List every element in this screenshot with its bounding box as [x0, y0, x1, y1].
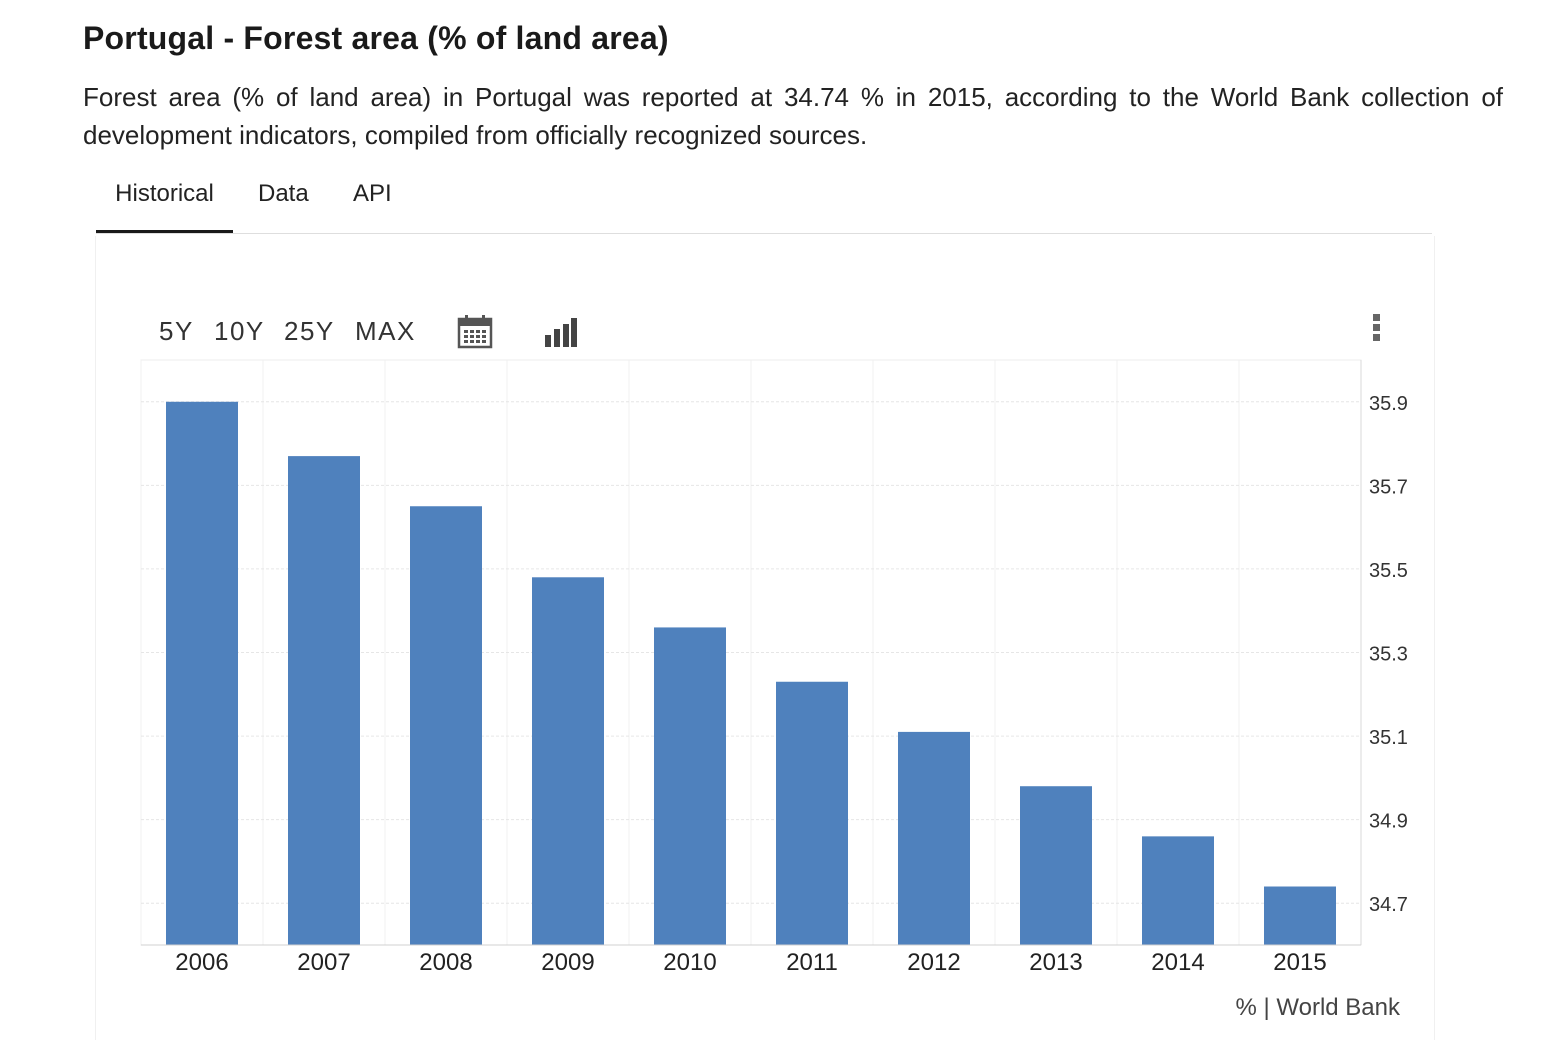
calendar-icon[interactable] — [457, 314, 493, 350]
tab-api[interactable]: API — [353, 180, 392, 207]
y-tick-label: 35.3 — [1369, 644, 1408, 666]
chart-panel — [95, 236, 1435, 1040]
x-tick-label: 2011 — [786, 949, 838, 976]
source-label: % | World Bank — [1235, 994, 1400, 1021]
x-tick-label: 2006 — [175, 949, 228, 976]
bar-2007 — [288, 456, 360, 945]
x-tick-label: 2007 — [297, 949, 350, 976]
tab-historical[interactable]: Historical — [96, 180, 233, 233]
bar-2008 — [410, 506, 482, 945]
x-tick-label: 2012 — [907, 949, 960, 976]
bar-2009 — [532, 577, 604, 945]
bar-2011 — [776, 681, 848, 945]
x-tick-label: 2009 — [541, 949, 594, 976]
page-description: Forest area (% of land area) in Portugal… — [83, 82, 1503, 150]
bar-2010 — [654, 627, 726, 945]
x-tick-label: 2015 — [1273, 949, 1326, 976]
y-tick-label: 35.1 — [1369, 727, 1408, 749]
bar-chart-icon[interactable] — [544, 316, 578, 348]
bar-2013 — [1020, 786, 1092, 945]
bar-2006 — [166, 401, 238, 945]
bar-2012 — [898, 731, 970, 945]
x-tick-label: 2013 — [1029, 949, 1082, 976]
y-tick-label: 35.7 — [1369, 476, 1408, 498]
y-tick-label: 35.9 — [1369, 393, 1408, 415]
tab-bar: Historical Data API — [96, 170, 1432, 234]
y-tick-label: 34.9 — [1369, 811, 1408, 833]
page-title: Portugal - Forest area (% of land area) — [83, 20, 669, 56]
x-tick-label: 2014 — [1151, 949, 1204, 976]
range-max-button[interactable]: MAX — [355, 316, 416, 346]
bar-2014 — [1142, 836, 1214, 945]
range-5y-button[interactable]: 5Y — [159, 316, 194, 346]
y-tick-label: 35.5 — [1369, 560, 1408, 582]
range-10y-button[interactable]: 10Y — [214, 316, 265, 346]
tab-data[interactable]: Data — [258, 180, 309, 207]
x-tick-label: 2008 — [419, 949, 472, 976]
x-tick-label: 2010 — [663, 949, 716, 976]
bar-2015 — [1264, 886, 1336, 945]
range-25y-button[interactable]: 25Y — [284, 316, 335, 346]
more-vertical-icon[interactable] — [1373, 314, 1383, 346]
y-tick-label: 34.7 — [1369, 894, 1408, 916]
